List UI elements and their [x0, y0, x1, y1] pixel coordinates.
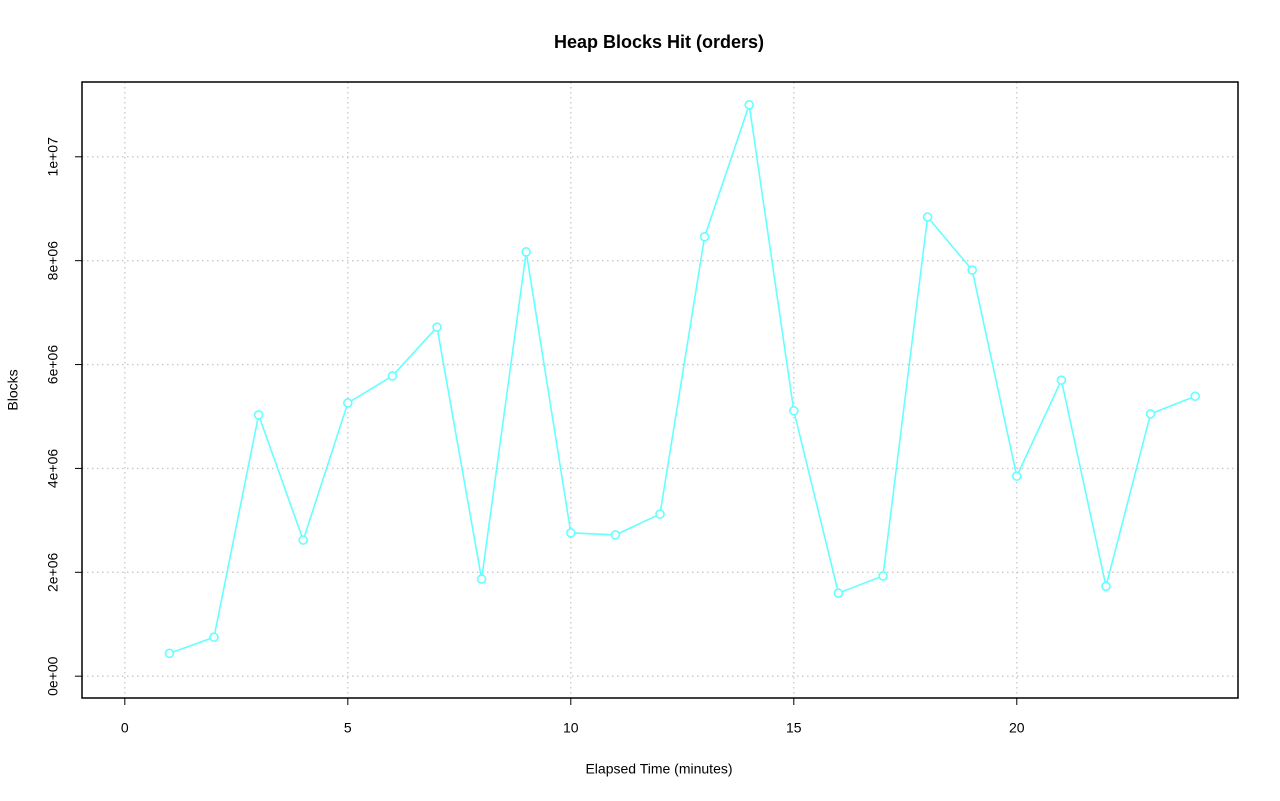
data-point	[922, 212, 933, 222]
data-point	[521, 247, 532, 257]
x-tick-label: 5	[344, 720, 352, 736]
x-axis-label: Elapsed Time (minutes)	[585, 761, 732, 777]
data-point	[209, 632, 219, 643]
data-point	[1101, 581, 1111, 592]
data-point	[164, 648, 175, 659]
data-point	[343, 398, 353, 408]
data-point	[566, 528, 576, 538]
y-tick-label: 0e+00	[45, 656, 61, 696]
data-point	[655, 509, 665, 519]
y-tick-label: 2e+06	[45, 552, 61, 592]
data-point	[610, 530, 621, 540]
data-point	[1145, 409, 1156, 419]
data-point	[432, 322, 442, 332]
y-tick-label: 8e+06	[45, 241, 61, 281]
y-tick-label: 4e+06	[45, 449, 61, 489]
data-point	[387, 371, 398, 381]
data-point	[967, 265, 977, 275]
data-point	[1190, 391, 1200, 402]
y-tick-label: 6e+06	[45, 345, 61, 385]
data-point	[833, 588, 844, 598]
plot-frame	[81, 81, 1239, 699]
data-point	[298, 535, 309, 545]
data-point	[1011, 471, 1022, 482]
chart-title: Heap Blocks Hit (orders)	[554, 32, 764, 52]
x-tick-label: 10	[563, 720, 579, 736]
data-point	[878, 571, 888, 581]
x-tick-label: 0	[121, 720, 129, 736]
data-point	[699, 231, 710, 242]
data-point	[476, 574, 487, 584]
data-point	[1056, 375, 1067, 385]
y-axis-label: Blocks	[5, 369, 21, 410]
x-tick-label: 20	[1009, 720, 1025, 736]
data-point	[788, 405, 799, 416]
data-point	[253, 410, 264, 420]
x-tick-label: 15	[786, 720, 802, 736]
series-line	[169, 104, 1196, 655]
y-tick-label: 1e+07	[45, 137, 61, 177]
data-point	[744, 100, 754, 110]
